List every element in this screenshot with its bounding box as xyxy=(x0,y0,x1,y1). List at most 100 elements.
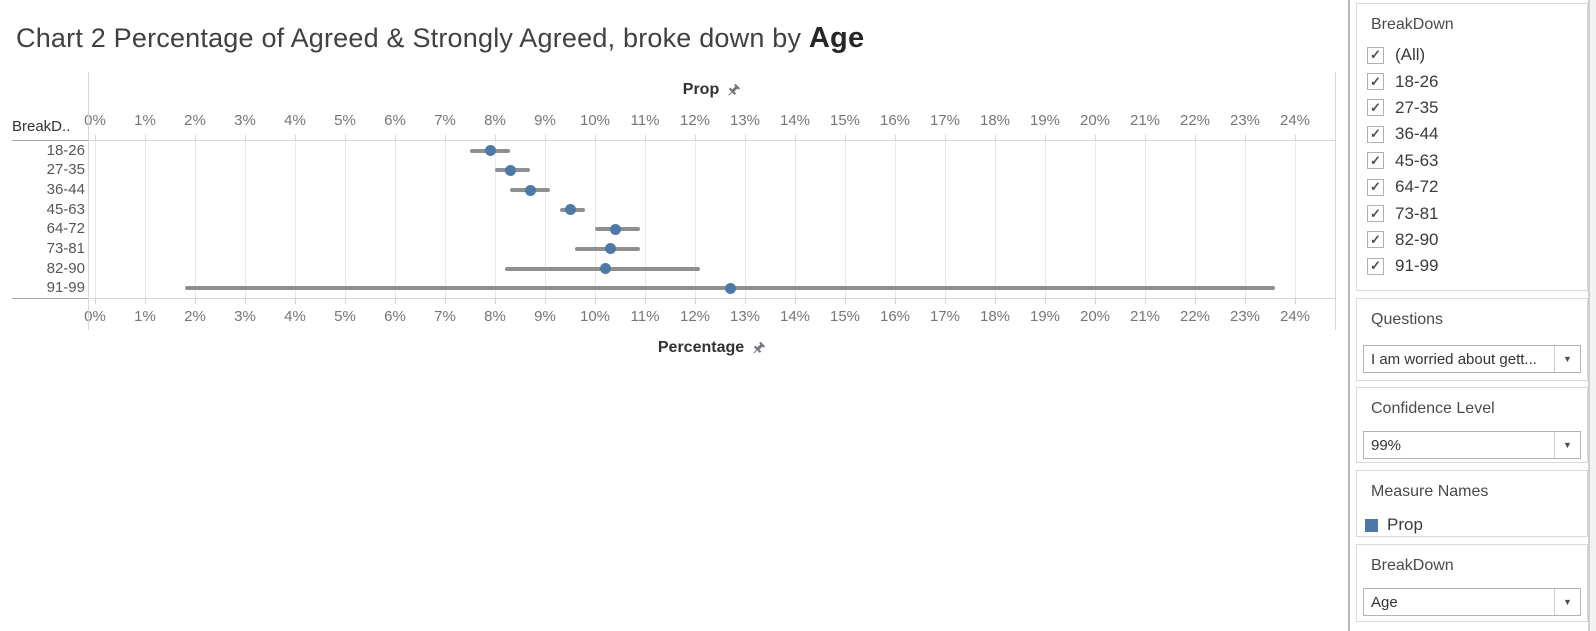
row-label: 73-81 xyxy=(46,239,85,257)
chevron-down-icon[interactable]: ▼ xyxy=(1554,346,1580,372)
questions-dropdown-value: I am worried about gett... xyxy=(1371,350,1537,368)
filter-item-7381[interactable]: ✓ 73-81 xyxy=(1357,200,1587,226)
gridline xyxy=(845,141,846,298)
data-point-dot[interactable] xyxy=(724,282,736,294)
top-axis-tick-labels: 0% 1% 2% 3% 4% 5% 6% 7% 8% 9% 10% 11% 12% 13% 14% 15% 16… xyxy=(84,112,1335,132)
data-point-dot[interactable] xyxy=(524,184,536,196)
top-tick-label: 23% xyxy=(1229,112,1261,129)
gridline xyxy=(145,141,146,298)
checkbox-icon[interactable]: ✓ xyxy=(1367,257,1384,275)
top-tick-label: 19% xyxy=(1029,112,1061,129)
bottom-tick-mark xyxy=(695,298,696,304)
filter-item-6472[interactable]: ✓ 64-72 xyxy=(1357,174,1587,200)
pin-icon xyxy=(753,341,766,354)
breakdown-dropdown[interactable]: Age ▼ xyxy=(1363,588,1581,616)
bottom-tick-label: 22% xyxy=(1179,308,1211,325)
bottom-tick-mark xyxy=(545,298,546,304)
checkbox-icon[interactable]: ✓ xyxy=(1367,205,1384,223)
checkbox-icon[interactable]: ✓ xyxy=(1367,99,1384,117)
bottom-tick-mark xyxy=(745,298,746,304)
top-tick-label: 10% xyxy=(579,112,611,129)
filter-item-3644[interactable]: ✓ 36-44 xyxy=(1357,121,1587,147)
bottom-tick-mark xyxy=(1295,298,1296,304)
confidence-level-card: Confidence Level 99% ▼ xyxy=(1356,387,1588,463)
top-tick-mark xyxy=(795,135,796,141)
gridline xyxy=(495,141,496,298)
top-tick-mark xyxy=(645,135,646,141)
bottom-tick-label: 18% xyxy=(979,308,1011,325)
top-tick-label: 11% xyxy=(630,112,660,129)
measures-card-title: Measure Names xyxy=(1371,483,1489,500)
legend-item-prop[interactable]: Prop xyxy=(1365,515,1423,535)
confidence-dropdown[interactable]: 99% ▼ xyxy=(1363,431,1581,459)
chevron-down-icon[interactable]: ▼ xyxy=(1554,432,1580,458)
bottom-tick-label: 14% xyxy=(779,308,811,325)
filter-item-1826[interactable]: ✓ 18-26 xyxy=(1357,68,1587,94)
bottom-tick-label: 10% xyxy=(579,308,611,325)
bottom-axis-tick-marks xyxy=(88,298,1335,304)
top-tick-label: 20% xyxy=(1079,112,1111,129)
gridline xyxy=(595,141,596,298)
page-edge xyxy=(1590,0,1596,631)
bottom-tick-label: 7% xyxy=(434,308,456,325)
bottom-tick-label: 9% xyxy=(534,308,556,325)
gridline xyxy=(345,141,346,298)
top-tick-label: 7% xyxy=(434,112,456,129)
checkbox-icon[interactable]: ✓ xyxy=(1367,46,1384,64)
top-axis-title-label: Prop xyxy=(682,81,720,98)
filter-item-label: 64-72 xyxy=(1395,177,1439,197)
top-tick-mark xyxy=(495,135,496,141)
bottom-tick-label: 24% xyxy=(1279,308,1311,325)
bottom-tick-label: 16% xyxy=(879,308,911,325)
filter-item-9199[interactable]: ✓ 91-99 xyxy=(1357,253,1587,279)
gridline xyxy=(395,141,396,298)
bottom-tick-label: 11% xyxy=(630,308,660,325)
filter-item-4563[interactable]: ✓ 45-63 xyxy=(1357,148,1587,174)
top-tick-mark xyxy=(145,135,146,141)
checkbox-icon[interactable]: ✓ xyxy=(1367,152,1384,170)
top-tick-label: 24% xyxy=(1279,112,1311,129)
data-point-dot[interactable] xyxy=(599,263,611,275)
chevron-down-icon[interactable]: ▼ xyxy=(1554,589,1580,615)
top-tick-mark xyxy=(245,135,246,141)
checkbox-icon[interactable]: ✓ xyxy=(1367,73,1384,91)
data-point-dot[interactable] xyxy=(604,243,616,255)
filter-item-all[interactable]: ✓ (All) xyxy=(1357,42,1587,68)
measure-names-card: Measure Names Prop xyxy=(1356,470,1588,537)
top-tick-label: 2% xyxy=(184,112,206,129)
data-point-dot[interactable] xyxy=(504,164,516,176)
bottom-tick-label: 6% xyxy=(384,308,406,325)
data-point-dot[interactable] xyxy=(564,204,576,216)
questions-dropdown[interactable]: I am worried about gett... ▼ xyxy=(1363,345,1581,373)
top-tick-mark xyxy=(395,135,396,141)
confidence-dropdown-value: 99% xyxy=(1371,436,1402,454)
bottom-tick-mark xyxy=(1145,298,1146,304)
top-tick-label: 4% xyxy=(284,112,306,129)
filter-card-breakdown: BreakDown ✓ (All) ✓ 18-26 ✓ 27-35 ✓ 36-44 ✓ 45-63… xyxy=(1356,3,1588,291)
chart-title-text: Chart 2 Percentage of Agreed & Strongly … xyxy=(16,23,809,53)
plot-area xyxy=(88,141,1335,298)
gridline xyxy=(1195,141,1196,298)
bottom-tick-label: 1% xyxy=(134,308,156,325)
filter-item-2735[interactable]: ✓ 27-35 xyxy=(1357,95,1587,121)
top-axis-tick-marks xyxy=(88,135,1335,141)
bottom-tick-label: 13% xyxy=(729,308,761,325)
checkbox-icon[interactable]: ✓ xyxy=(1367,231,1384,249)
header-separator-bottom xyxy=(12,298,88,299)
bottom-tick-mark xyxy=(245,298,246,304)
gridline xyxy=(1245,141,1246,298)
top-tick-mark xyxy=(895,135,896,141)
top-tick-mark xyxy=(845,135,846,141)
filter-checkbox-list: ✓ (All) ✓ 18-26 ✓ 27-35 ✓ 36-44 ✓ 45-63 ✓ 64-72 ✓ 73-… xyxy=(1357,42,1587,280)
top-tick-label: 16% xyxy=(879,112,911,129)
top-tick-mark xyxy=(345,135,346,141)
data-point-dot[interactable] xyxy=(609,223,621,235)
top-tick-label: 22% xyxy=(1179,112,1211,129)
checkbox-icon[interactable]: ✓ xyxy=(1367,125,1384,143)
data-point-dot[interactable] xyxy=(484,145,496,157)
checkbox-icon[interactable]: ✓ xyxy=(1367,178,1384,196)
bottom-tick-label: 3% xyxy=(234,308,256,325)
top-tick-mark xyxy=(995,135,996,141)
filter-item-8290[interactable]: ✓ 82-90 xyxy=(1357,227,1587,253)
top-tick-mark xyxy=(1295,135,1296,141)
